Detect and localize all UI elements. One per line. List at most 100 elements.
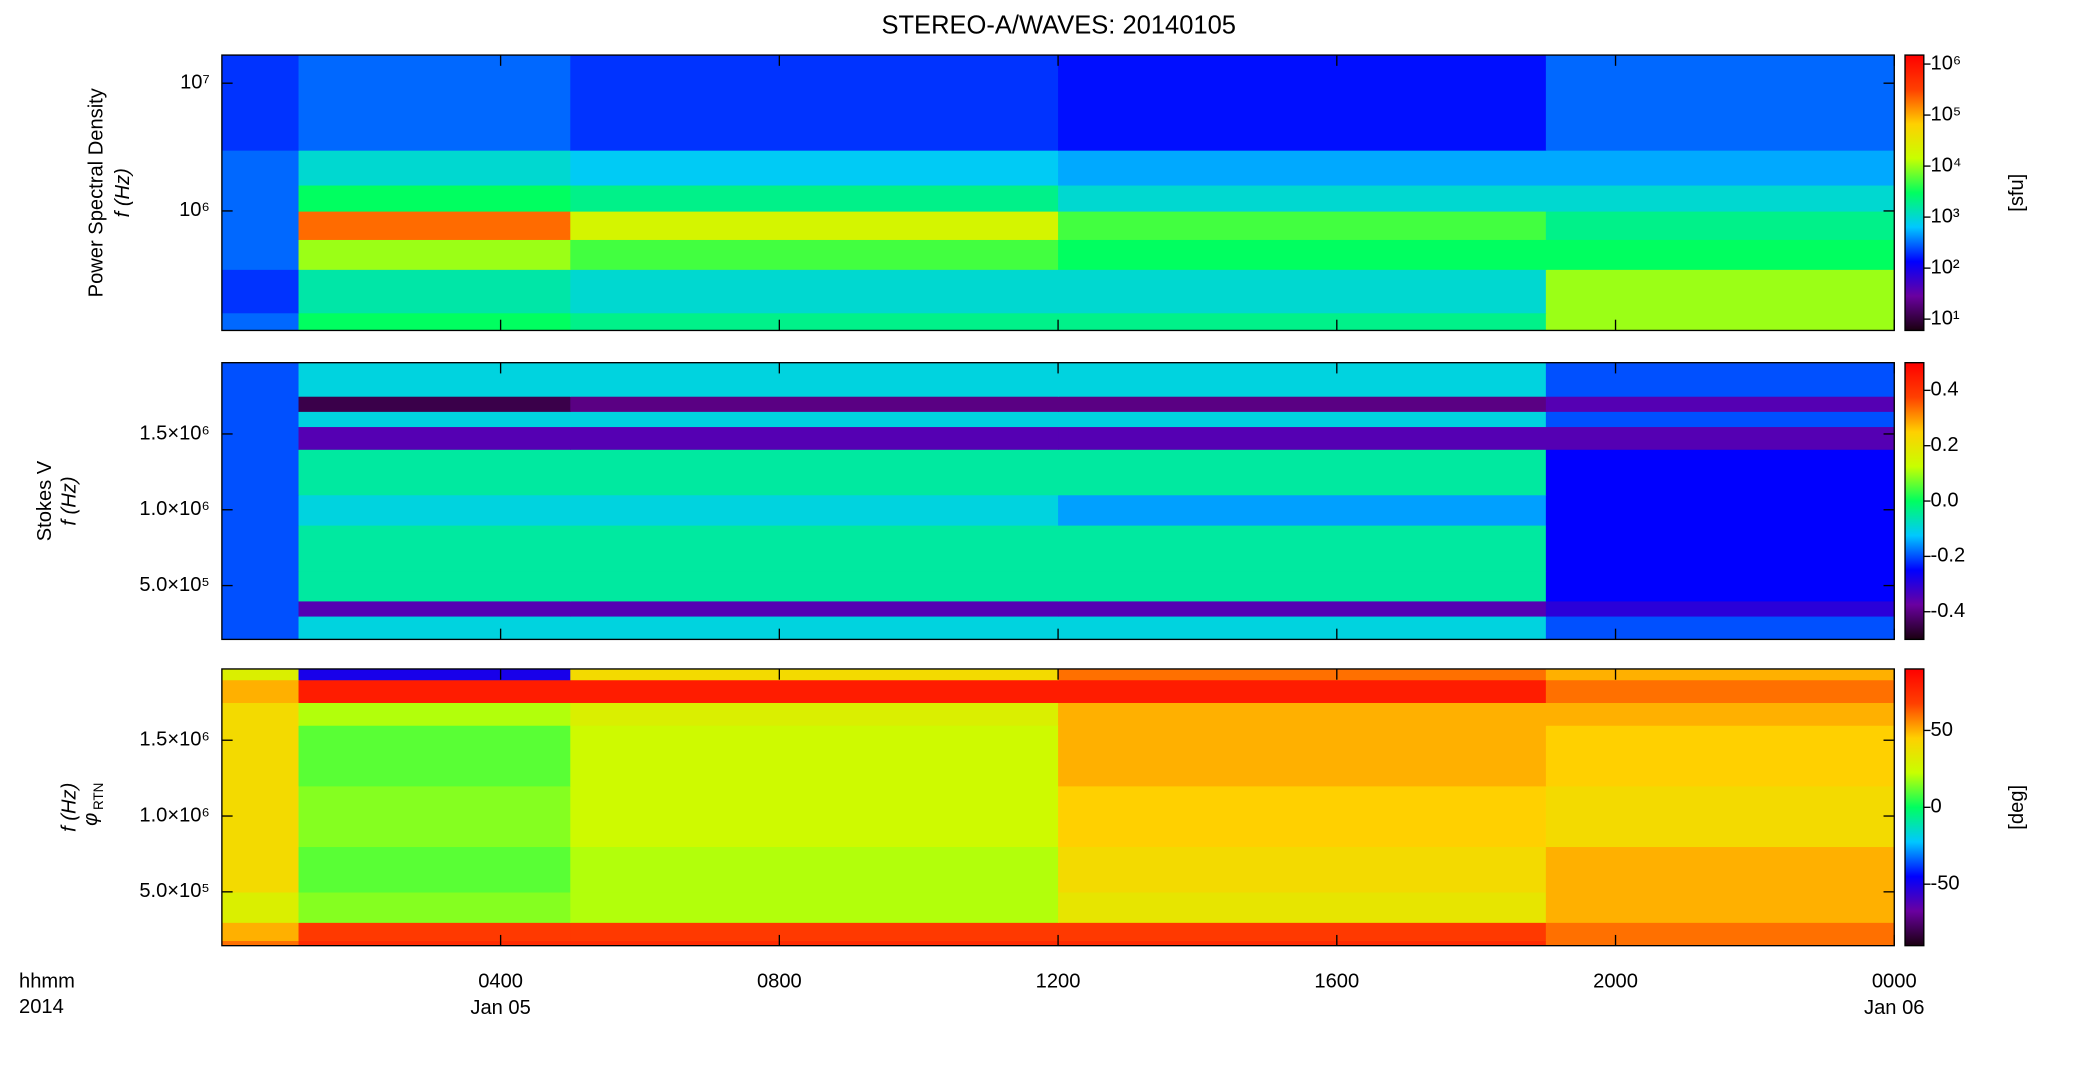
- heat-cell: [298, 702, 571, 726]
- heat-cell: [221, 396, 300, 412]
- heat-cell: [1058, 312, 1547, 331]
- heat-cell: [1058, 679, 1547, 703]
- heat-cell: [1545, 184, 1895, 212]
- colorbar-tick-label: 10²: [1931, 256, 1960, 278]
- heat-cell: [1058, 184, 1547, 212]
- heat-cell: [1545, 615, 1895, 640]
- heat-cell: [1545, 702, 1895, 726]
- x-tick-label: 2000: [1593, 970, 1638, 992]
- heat-cell: [1058, 940, 1547, 946]
- heat-cell: [570, 679, 1059, 703]
- heat-cell: [1058, 570, 1547, 602]
- heat-cell: [1058, 362, 1547, 397]
- heat-cell: [298, 210, 571, 240]
- y-axis-label: φ: [80, 813, 102, 826]
- heat-cell: [1058, 269, 1547, 314]
- y-label-group: Power Spectral Density f (Hz): [85, 87, 134, 297]
- heat-cell: [298, 615, 571, 640]
- x-tick-label: 1200: [1036, 970, 1081, 992]
- x-axis-label: 2014: [19, 996, 64, 1018]
- colorbar-label: [sfu]: [2006, 174, 2028, 212]
- heat-cell: [221, 362, 300, 397]
- heat-cell: [570, 210, 1059, 240]
- y-tick-label: 1.5×10⁶: [139, 422, 209, 444]
- heat-cell: [570, 184, 1059, 212]
- heat-cell: [1545, 362, 1895, 397]
- heat-cell: [570, 785, 1059, 848]
- heat-cell: [1545, 922, 1895, 942]
- x-tick-label: 0000: [1872, 970, 1917, 992]
- heat-cell: [1058, 239, 1547, 270]
- colorbar-tick-label: 0.2: [1931, 434, 1959, 456]
- heat-cell: [221, 210, 300, 240]
- heat-cell: [298, 846, 571, 893]
- heat-cell: [570, 846, 1059, 893]
- heat-cell: [221, 494, 300, 526]
- heat-cell: [570, 524, 1059, 572]
- heat-cell: [298, 411, 571, 428]
- heat-cell: [1058, 600, 1547, 617]
- heat-cell: [1545, 426, 1895, 450]
- colorbar-tick-label: 10⁶: [1931, 52, 1962, 74]
- y-axis-label: Power Spectral Density: [85, 87, 107, 297]
- heat-cell: [221, 449, 300, 496]
- heat-cell: [221, 426, 300, 450]
- colorbar-tick-label: 10⁵: [1931, 103, 1962, 125]
- heat-cell: [221, 702, 300, 726]
- y-tick-label: 5.0×10⁵: [139, 880, 209, 902]
- heat-cell: [570, 149, 1059, 186]
- colorbar: [1904, 668, 1925, 947]
- heat-cell: [1058, 494, 1547, 526]
- heat-cell: [570, 312, 1059, 331]
- x-tick-label: 0800: [757, 970, 802, 992]
- heat-cell: [298, 922, 571, 942]
- heat-cell: [221, 725, 300, 787]
- heat-cell: [1058, 426, 1547, 450]
- heat-cell: [221, 600, 300, 617]
- heat-cell: [298, 891, 571, 923]
- heat-cell: [221, 269, 300, 314]
- y-tick-label: 5.0×10⁵: [139, 574, 209, 596]
- heat-cell: [1545, 396, 1895, 412]
- heat-cell: [221, 922, 300, 942]
- heat-cell: [1058, 449, 1547, 496]
- heat-cell: [298, 785, 571, 848]
- heat-cell: [221, 312, 300, 331]
- heat-cell: [570, 239, 1059, 270]
- heat-cell: [221, 785, 300, 848]
- heat-cell: [1058, 396, 1547, 412]
- heat-cell: [1545, 846, 1895, 893]
- x-tick-label: 0400: [478, 970, 523, 992]
- heat-cell: [221, 615, 300, 640]
- heat-cell: [298, 725, 571, 787]
- y-axis-label: Stokes V: [34, 460, 56, 541]
- heat-cell: [1058, 922, 1547, 942]
- heat-cell: [1058, 149, 1547, 186]
- heat-cell: [298, 55, 571, 151]
- heat-cell: [298, 524, 571, 572]
- heat-cell: [1058, 210, 1547, 240]
- heat-cell: [298, 426, 571, 450]
- heat-cell: [298, 494, 571, 526]
- heat-cell: [1545, 725, 1895, 787]
- heat-cell: [298, 940, 571, 946]
- colorbar: [1904, 54, 1925, 332]
- heat-cell: [1545, 600, 1895, 617]
- heat-cell: [221, 149, 300, 186]
- heat-cell: [221, 668, 300, 681]
- heatmap: [221, 668, 1895, 946]
- heat-cell: [1545, 940, 1895, 946]
- heat-cell: [221, 846, 300, 893]
- x-date-label: Jan 06: [1864, 997, 1924, 1019]
- heat-cell: [570, 702, 1059, 726]
- heat-cell: [1545, 570, 1895, 602]
- heat-cell: [298, 570, 571, 602]
- heat-cell: [1545, 785, 1895, 848]
- y-tick-label: 10⁷: [180, 72, 210, 94]
- colorbar-tick-label: 0: [1931, 796, 1942, 818]
- heatmap: [221, 362, 1895, 640]
- y-tick-label: 10⁶: [179, 199, 210, 221]
